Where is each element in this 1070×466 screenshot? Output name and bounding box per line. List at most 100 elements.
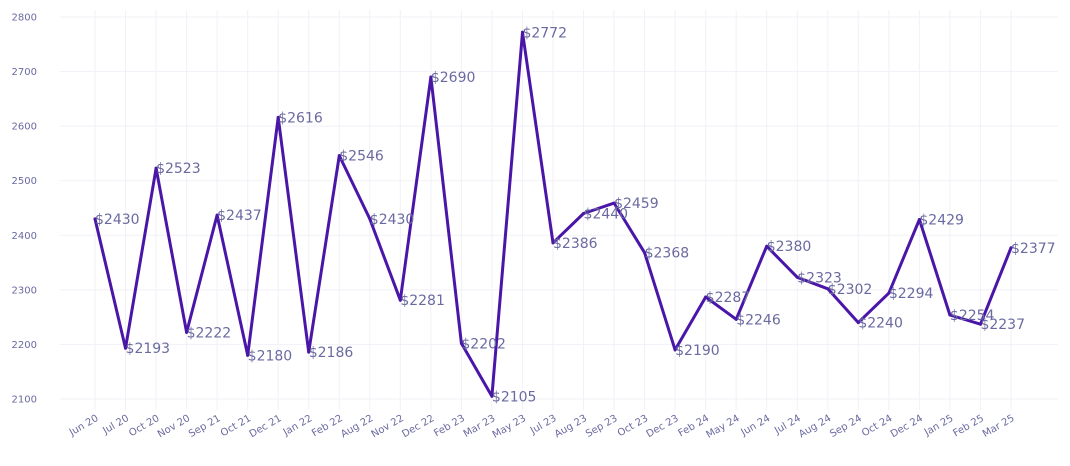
x-tick-label: Dec 24 — [889, 413, 925, 440]
data-label: $2430 — [95, 212, 140, 228]
data-label: $2294 — [889, 286, 934, 302]
x-tick-label: Mar 23 — [462, 413, 498, 440]
data-label: $2546 — [339, 149, 384, 165]
data-point — [124, 346, 128, 350]
data-label: $2180 — [248, 348, 293, 364]
x-tick-label: Dec 22 — [400, 413, 436, 440]
data-point — [429, 75, 433, 79]
data-label: $2281 — [400, 293, 445, 309]
y-tick-label: 2600 — [12, 122, 37, 133]
data-point — [612, 201, 616, 205]
x-tick-label: Nov 20 — [156, 413, 192, 440]
data-point — [978, 322, 982, 326]
data-point — [643, 251, 647, 255]
x-tick-label: May 24 — [705, 413, 742, 441]
data-label: $2459 — [614, 196, 659, 212]
data-point — [490, 394, 494, 398]
data-point — [246, 353, 250, 357]
x-tick-label: Dec 21 — [248, 413, 284, 440]
y-tick-label: 2200 — [12, 340, 37, 351]
x-tick-label: May 23 — [491, 413, 528, 441]
x-tick-label: Oct 20 — [127, 413, 161, 439]
y-tick-label: 2400 — [12, 231, 37, 242]
y-axis: 2100 2200 2300 2400 2500 2600 2700 2800 — [12, 13, 37, 406]
data-label: $2193 — [126, 341, 171, 357]
data-label: $2523 — [156, 161, 201, 177]
data-label: $2430 — [370, 212, 415, 228]
data-label: $2616 — [278, 110, 323, 126]
x-tick-label: Jul 20 — [100, 413, 131, 437]
x-tick-label: Aug 23 — [553, 413, 589, 440]
data-label: $2186 — [309, 345, 354, 361]
data-label: $2222 — [187, 325, 232, 341]
x-tick-label: Oct 21 — [219, 413, 253, 439]
x-tick-label: Sep 24 — [828, 413, 864, 440]
data-label: $2368 — [645, 246, 690, 262]
grid — [60, 10, 1058, 410]
data-point — [368, 217, 372, 221]
data-point — [1009, 246, 1013, 250]
data-label: $2105 — [492, 389, 537, 405]
data-point — [215, 213, 219, 217]
data-label: $2287 — [706, 290, 751, 306]
y-tick-label: 2500 — [12, 176, 37, 187]
x-tick-label: Aug 24 — [797, 413, 833, 440]
data-point — [765, 244, 769, 248]
data-point — [154, 166, 158, 170]
x-tick-label: Feb 23 — [432, 413, 467, 439]
data-point — [856, 321, 860, 325]
data-point — [398, 298, 402, 302]
x-tick-label: Sep 23 — [584, 413, 620, 440]
data-label: $2237 — [980, 317, 1025, 333]
data-point — [307, 350, 311, 354]
x-tick-label: Oct 23 — [616, 413, 650, 439]
data-point — [887, 291, 891, 295]
x-tick-label: Jan 25 — [922, 413, 955, 439]
data-label: $2240 — [858, 316, 903, 332]
data-label: $2190 — [675, 343, 720, 359]
data-label: $2690 — [431, 70, 476, 86]
series-layer — [93, 30, 1013, 398]
x-tick-label: Dec 23 — [645, 413, 681, 440]
data-label: $2254 — [950, 308, 995, 324]
data-label: $2377 — [1011, 241, 1056, 257]
x-tick-label: Mar 25 — [981, 413, 1017, 440]
data-point — [551, 241, 555, 245]
x-tick-label: Nov 22 — [370, 413, 406, 440]
data-point — [185, 330, 189, 334]
data-label: $2302 — [828, 282, 873, 298]
data-point — [917, 217, 921, 221]
data-label: $2323 — [797, 270, 842, 286]
data-label: $2246 — [736, 312, 781, 328]
x-tick-label: Sep 21 — [187, 413, 223, 440]
data-point — [795, 275, 799, 279]
data-point — [276, 115, 280, 119]
x-tick-label: Jun 24 — [739, 413, 773, 439]
data-point — [582, 211, 586, 215]
y-tick-label: 2300 — [12, 285, 37, 296]
data-point — [459, 341, 463, 345]
data-label: $2437 — [217, 208, 262, 224]
data-label: $2202 — [461, 336, 506, 352]
x-tick-label: Jun 20 — [67, 413, 101, 439]
y-tick-label: 2700 — [12, 67, 37, 78]
data-label: $2380 — [767, 239, 812, 255]
x-tick-label: Aug 22 — [339, 413, 375, 440]
y-tick-label: 2800 — [12, 13, 37, 24]
data-point — [704, 295, 708, 299]
y-tick-label: 2100 — [12, 395, 37, 406]
data-label: $2440 — [584, 206, 629, 222]
x-tick-label: Feb 22 — [310, 413, 345, 439]
data-point — [520, 30, 524, 34]
data-point — [337, 154, 341, 158]
data-point — [673, 348, 677, 352]
data-label: $2772 — [522, 25, 567, 41]
x-tick-label: Oct 24 — [860, 413, 894, 439]
data-labels: $2430 $2193 $2523 $2222 $2437 $2180 $2616 $2186… — [95, 25, 1056, 405]
x-tick-label: Jan 22 — [281, 413, 314, 439]
data-label: $2386 — [553, 236, 598, 252]
data-point — [93, 217, 97, 221]
x-tick-label: Feb 25 — [951, 413, 986, 439]
